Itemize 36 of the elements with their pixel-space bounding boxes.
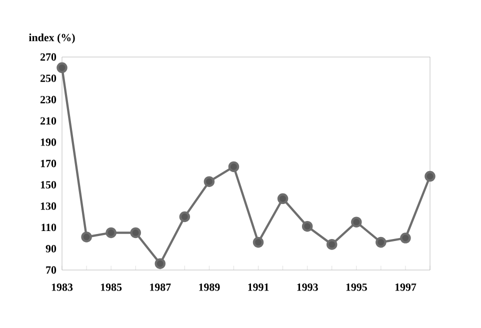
y-axis-title: index (%): [28, 34, 75, 44]
x-tick-label: 1991: [248, 284, 269, 291]
point: [424, 170, 436, 182]
x-tick-label: 1985: [100, 284, 122, 291]
point: [106, 227, 116, 238]
y-tick-label: 210: [40, 117, 56, 125]
y-tick-label: 70: [46, 266, 56, 274]
y-tick-label: 150: [40, 181, 56, 188]
x-tick-label: 1989: [199, 284, 220, 291]
y-tick-label: 190: [40, 138, 56, 146]
point: [130, 227, 141, 238]
point: [204, 176, 215, 187]
point: [376, 236, 386, 248]
point: [326, 239, 338, 250]
x-tick-label: 1983: [52, 284, 73, 291]
y-tick-label: 130: [40, 202, 56, 210]
x-tick-label: 1987: [150, 284, 171, 291]
y-tick-label: 250: [40, 74, 56, 82]
x-tick-label: 1995: [346, 284, 367, 291]
y-tick-label: 90: [46, 245, 56, 252]
point: [81, 232, 92, 242]
y-tick-label: 230: [40, 96, 56, 104]
x-tick-label: 1997: [395, 284, 416, 291]
point: [56, 62, 68, 74]
point: [154, 258, 166, 269]
point: [351, 216, 362, 228]
y-tick-label: 170: [40, 160, 56, 168]
point: [400, 232, 411, 244]
x-tick-label: 1993: [297, 284, 318, 291]
point: [302, 220, 313, 232]
y-tick-label: 270: [40, 53, 56, 61]
point: [179, 211, 190, 222]
point: [228, 161, 240, 172]
point: [277, 193, 288, 204]
y-tick-label: 110: [42, 224, 56, 232]
point: [252, 236, 264, 248]
